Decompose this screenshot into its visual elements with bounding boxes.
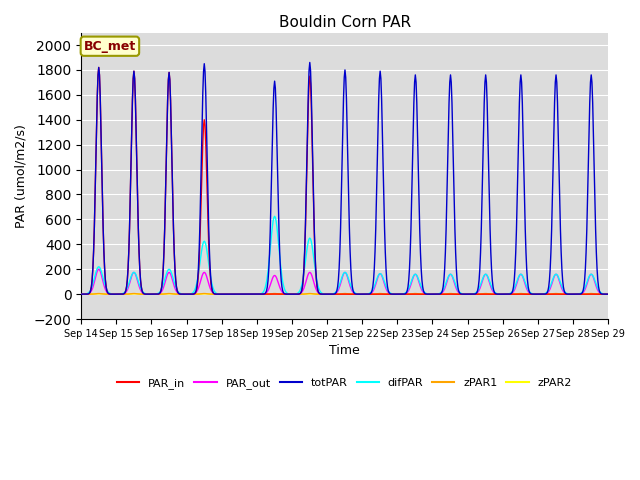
Text: BC_met: BC_met bbox=[84, 40, 136, 53]
Title: Bouldin Corn PAR: Bouldin Corn PAR bbox=[278, 15, 411, 30]
Y-axis label: PAR (umol/m2/s): PAR (umol/m2/s) bbox=[15, 124, 28, 228]
X-axis label: Time: Time bbox=[329, 344, 360, 357]
Legend: PAR_in, PAR_out, totPAR, difPAR, zPAR1, zPAR2: PAR_in, PAR_out, totPAR, difPAR, zPAR1, … bbox=[113, 374, 577, 394]
